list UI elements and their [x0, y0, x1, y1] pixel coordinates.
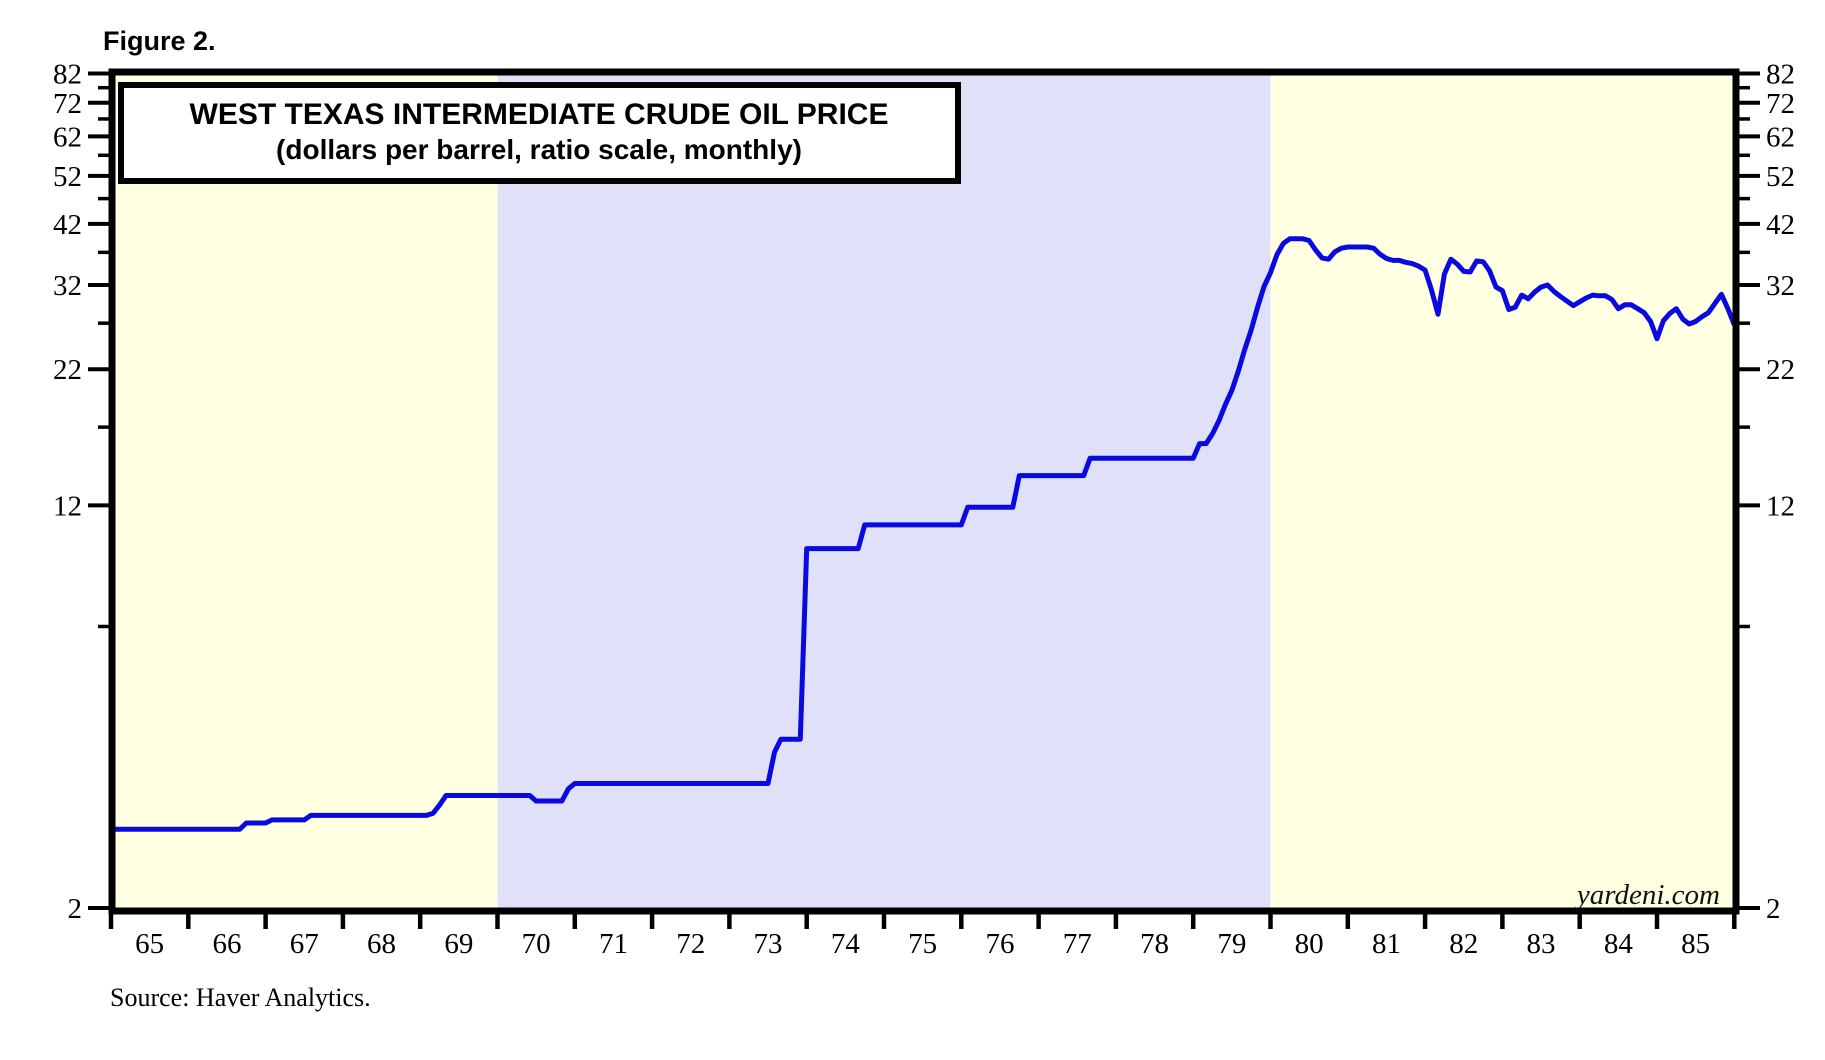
y-axis-label-right: 12	[1766, 490, 1795, 522]
x-axis-year-label: 76	[985, 928, 1014, 960]
y-axis-label-left: 32	[53, 270, 82, 302]
x-axis-year-label: 85	[1681, 928, 1710, 960]
y-axis-label-right: 22	[1766, 354, 1795, 386]
x-axis-year-label: 65	[135, 928, 164, 960]
decade-band	[1270, 75, 1733, 908]
x-axis-year-label: 66	[212, 928, 241, 960]
y-axis-label-left: 2	[68, 893, 83, 925]
x-axis-year-label: 72	[676, 928, 705, 960]
y-axis-label-right: 2	[1766, 893, 1781, 925]
title-box-border	[118, 82, 961, 184]
y-axis-label-left: 62	[53, 121, 82, 153]
y-axis-label-left: 82	[53, 59, 82, 91]
y-axis-label-left: 42	[53, 209, 82, 241]
x-axis-year-label: 78	[1140, 928, 1169, 960]
y-axis-label-right: 62	[1766, 121, 1795, 153]
y-axis-label-right: 72	[1766, 88, 1795, 120]
y-axis-label-right: 52	[1766, 161, 1795, 193]
x-axis-year-label: 74	[831, 928, 861, 960]
x-axis-year-label: 69	[444, 928, 473, 960]
x-axis-year-label: 82	[1449, 928, 1478, 960]
x-axis-year-label: 84	[1604, 928, 1634, 960]
x-axis-year-label: 67	[290, 928, 319, 960]
chart-title-line1: WEST TEXAS INTERMEDIATE CRUDE OIL PRICE	[190, 98, 889, 131]
y-axis-label-left: 12	[53, 490, 82, 522]
y-axis-label-left: 72	[53, 88, 82, 120]
y-axis-label-right: 32	[1766, 270, 1795, 302]
figure-label: Figure 2.	[103, 26, 216, 56]
x-axis-year-label: 81	[1372, 928, 1401, 960]
source-note: Source: Haver Analytics.	[110, 983, 371, 1012]
yardeni-watermark: yardeni.com	[1574, 879, 1720, 911]
x-axis-year-label: 68	[367, 928, 396, 960]
x-axis-year-label: 70	[522, 928, 551, 960]
y-axis-label-left: 52	[53, 161, 82, 193]
x-axis-year-label: 71	[599, 928, 628, 960]
y-axis-label-right: 42	[1766, 209, 1795, 241]
chart-title-box: WEST TEXAS INTERMEDIATE CRUDE OIL PRICE …	[118, 82, 961, 184]
y-axis-label-left: 22	[53, 354, 82, 386]
plot-frame	[108, 68, 1740, 915]
chart-title-line2: (dollars per barrel, ratio scale, monthl…	[276, 134, 802, 165]
decade-shading-bands	[115, 75, 1733, 908]
x-axis-year-label: 73	[754, 928, 783, 960]
price-line-layer	[111, 236, 1737, 832]
x-axis-year-label: 83	[1527, 928, 1556, 960]
decade-band	[115, 75, 498, 908]
x-axis-year-label: 75	[908, 928, 937, 960]
x-axis-year-label: 77	[1063, 928, 1092, 960]
wti-price-line	[111, 236, 1737, 832]
x-axis-year-label: 79	[1217, 928, 1246, 960]
x-axis-year-label: 80	[1295, 928, 1324, 960]
y-axis-label-right: 82	[1766, 59, 1795, 91]
decade-band	[497, 75, 1271, 908]
axes-and-ticks: 65 66 67 68 69 70 71 72 73 74 75 76 77 78 79 80 81 82 83 84…	[53, 59, 1795, 960]
